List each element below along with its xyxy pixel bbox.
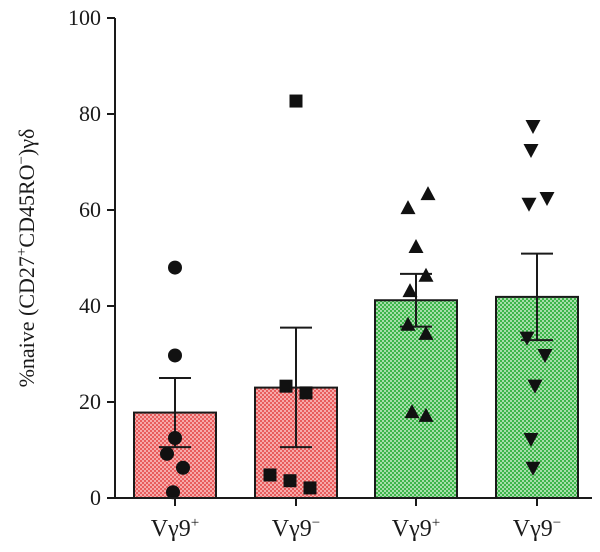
data-point	[521, 197, 537, 212]
data-point	[539, 192, 555, 206]
x-category-label: Vγ9+	[151, 515, 199, 542]
data-points-layer	[160, 94, 555, 500]
x-category-label-sup: −	[312, 515, 320, 531]
axes	[114, 18, 592, 499]
data-point	[525, 120, 541, 134]
x-category-label-sup: +	[191, 515, 199, 531]
data-point	[168, 260, 182, 275]
y-tick-label: 0	[90, 485, 101, 510]
data-point	[283, 474, 297, 488]
y-axis-label: %naive (CD27+CD45RO−)γδ	[14, 129, 39, 388]
data-point	[418, 267, 434, 282]
data-point	[418, 325, 434, 340]
data-point	[400, 316, 416, 331]
data-point	[166, 485, 180, 500]
y-tick-label: 100	[68, 5, 101, 30]
x-category-labels: Vγ9+ Vγ9− Vγ9+ Vγ9−	[151, 498, 561, 542]
data-point	[404, 404, 420, 419]
data-point	[289, 94, 303, 108]
data-point	[523, 144, 539, 158]
y-tick-label: 40	[79, 293, 101, 318]
bars-layer	[133, 295, 579, 500]
data-point	[400, 200, 416, 215]
data-point	[160, 446, 174, 461]
y-tick-label: 60	[79, 197, 101, 222]
x-category-label-base: Vγ9	[272, 516, 312, 542]
x-category-label-sup: −	[553, 515, 561, 531]
x-category-label: Vγ9−	[272, 515, 320, 542]
x-category-label-base: Vγ9	[392, 516, 432, 542]
data-point	[420, 186, 436, 201]
data-point	[523, 432, 539, 447]
data-point	[303, 481, 317, 495]
data-point	[176, 460, 190, 475]
bar	[374, 299, 458, 499]
data-point	[408, 238, 424, 253]
data-point	[168, 348, 182, 363]
data-point	[168, 431, 182, 445]
data-point	[263, 468, 277, 482]
y-tick-label: 80	[79, 101, 101, 126]
data-point	[299, 386, 313, 400]
data-point	[279, 379, 293, 393]
y-ticks: 0 20 40 60 80 100	[68, 5, 115, 510]
x-category-label-base: Vγ9	[151, 516, 191, 542]
data-point	[525, 461, 541, 476]
data-point	[519, 331, 535, 346]
y-tick-label: 20	[79, 389, 101, 414]
data-point	[402, 283, 418, 298]
error-bars-layer	[159, 252, 553, 449]
x-category-label-sup: +	[432, 515, 440, 531]
x-category-label-base: Vγ9	[513, 516, 553, 542]
data-point	[537, 348, 553, 363]
data-point	[527, 379, 543, 394]
x-category-label: Vγ9+	[392, 515, 440, 542]
x-category-label: Vγ9−	[513, 515, 561, 542]
data-point	[418, 407, 434, 422]
